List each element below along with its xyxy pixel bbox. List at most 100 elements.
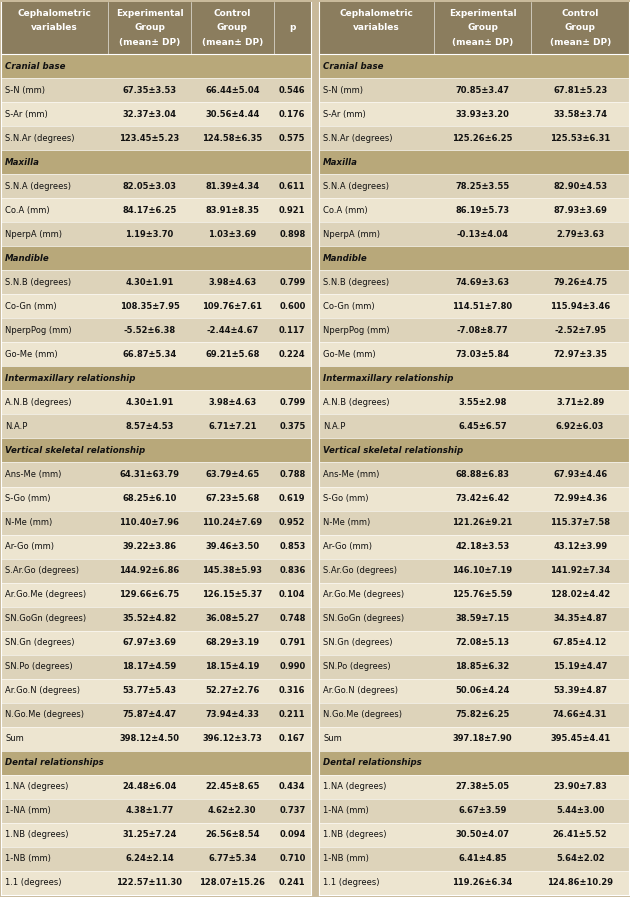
Text: SN.Po (degrees): SN.Po (degrees) [5, 662, 72, 671]
Text: 74.69±3.63: 74.69±3.63 [455, 278, 510, 287]
Text: 1.03±3.69: 1.03±3.69 [208, 230, 256, 239]
Text: S.N.B (degrees): S.N.B (degrees) [323, 278, 389, 287]
Text: 0.952: 0.952 [279, 518, 306, 527]
Text: 1-NA (mm): 1-NA (mm) [5, 806, 51, 815]
Text: 22.45±8.65: 22.45±8.65 [205, 782, 260, 791]
Text: 66.87±5.34: 66.87±5.34 [122, 350, 176, 359]
Text: 124.58±6.35: 124.58±6.35 [202, 134, 263, 143]
Text: 52.27±2.76: 52.27±2.76 [205, 686, 260, 695]
Text: 86.19±5.73: 86.19±5.73 [455, 205, 510, 214]
Text: 72.08±5.13: 72.08±5.13 [455, 638, 510, 648]
Text: (mean± DP): (mean± DP) [202, 38, 263, 47]
Bar [1, 294, 311, 318]
Text: S.N.Ar (degrees): S.N.Ar (degrees) [323, 134, 392, 143]
Text: 35.52±4.82: 35.52±4.82 [122, 614, 176, 623]
Bar [1, 414, 311, 439]
Text: 72.97±3.35: 72.97±3.35 [553, 350, 607, 359]
Bar [1, 559, 311, 583]
Text: 33.58±3.74: 33.58±3.74 [553, 109, 607, 118]
Text: 0.117: 0.117 [279, 326, 306, 335]
Text: 67.93±4.46: 67.93±4.46 [553, 470, 607, 479]
Text: Dental relationships: Dental relationships [323, 758, 421, 767]
Text: 128.02±4.42: 128.02±4.42 [550, 590, 610, 599]
Text: 141.92±7.34: 141.92±7.34 [550, 566, 610, 575]
Text: 67.35±3.53: 67.35±3.53 [122, 85, 176, 94]
Text: Co.A (mm): Co.A (mm) [323, 205, 368, 214]
Text: 73.94±4.33: 73.94±4.33 [205, 710, 260, 719]
Bar [319, 78, 629, 102]
Text: NperpA (mm): NperpA (mm) [323, 230, 380, 239]
Bar [1, 390, 311, 414]
Text: S-Ar (mm): S-Ar (mm) [323, 109, 366, 118]
Text: N.Go.Me (degrees): N.Go.Me (degrees) [323, 710, 402, 719]
Text: 0.853: 0.853 [279, 542, 306, 551]
Bar [319, 631, 629, 655]
Text: Control: Control [561, 9, 599, 18]
Text: 0.791: 0.791 [279, 638, 306, 648]
Text: 125.26±6.25: 125.26±6.25 [452, 134, 513, 143]
Text: 0.375: 0.375 [279, 422, 306, 431]
Text: Dental relationships: Dental relationships [5, 758, 104, 767]
Bar [319, 823, 629, 847]
Text: 73.42±6.42: 73.42±6.42 [455, 494, 510, 503]
Bar [319, 150, 629, 174]
Text: Ar.Go.Me (degrees): Ar.Go.Me (degrees) [5, 590, 86, 599]
Text: SN.Gn (degrees): SN.Gn (degrees) [323, 638, 392, 648]
Text: Cranial base: Cranial base [5, 62, 66, 71]
Text: 0.611: 0.611 [279, 182, 306, 191]
Text: 114.51±7.80: 114.51±7.80 [452, 301, 513, 310]
Text: 53.77±5.43: 53.77±5.43 [122, 686, 176, 695]
Text: S-Ar (mm): S-Ar (mm) [5, 109, 48, 118]
Text: 15.19±4.47: 15.19±4.47 [553, 662, 607, 671]
Bar [319, 294, 629, 318]
Text: 3.71±2.89: 3.71±2.89 [556, 398, 604, 407]
Text: 1.1 (degrees): 1.1 (degrees) [323, 878, 379, 887]
Bar [1, 702, 311, 727]
Text: -0.13±4.04: -0.13±4.04 [457, 230, 508, 239]
Text: 39.46±3.50: 39.46±3.50 [205, 542, 260, 551]
Text: 125.53±6.31: 125.53±6.31 [550, 134, 610, 143]
Text: variables: variables [353, 23, 399, 32]
Bar [319, 679, 629, 702]
Bar [1, 775, 311, 799]
Text: 50.06±4.24: 50.06±4.24 [455, 686, 510, 695]
Text: 0.788: 0.788 [279, 470, 306, 479]
Text: 6.41±4.85: 6.41±4.85 [458, 855, 507, 864]
Bar [319, 222, 629, 247]
Bar [319, 343, 629, 366]
Text: 5.64±2.02: 5.64±2.02 [556, 855, 605, 864]
Text: 125.76±5.59: 125.76±5.59 [452, 590, 513, 599]
Text: variables: variables [32, 23, 78, 32]
Text: 6.67±3.59: 6.67±3.59 [459, 806, 507, 815]
Text: 34.35±4.87: 34.35±4.87 [553, 614, 607, 623]
Text: Ar.Go.Me (degrees): Ar.Go.Me (degrees) [323, 590, 404, 599]
Bar [1, 78, 311, 102]
Text: Mandible: Mandible [323, 254, 368, 263]
Text: Co.A (mm): Co.A (mm) [5, 205, 50, 214]
Text: Experimental: Experimental [449, 9, 517, 18]
Bar [319, 366, 629, 390]
Text: 3.98±4.63: 3.98±4.63 [208, 278, 256, 287]
Text: Mandible: Mandible [5, 254, 50, 263]
Text: 396.12±3.73: 396.12±3.73 [202, 735, 262, 744]
Text: Cranial base: Cranial base [323, 62, 384, 71]
Bar [1, 679, 311, 702]
Text: 1.NB (degrees): 1.NB (degrees) [5, 831, 69, 840]
Text: 53.39±4.87: 53.39±4.87 [553, 686, 607, 695]
Text: 27.38±5.05: 27.38±5.05 [455, 782, 510, 791]
Text: 6.45±6.57: 6.45±6.57 [458, 422, 507, 431]
Text: 395.45±4.41: 395.45±4.41 [550, 735, 610, 744]
Bar [1, 343, 311, 366]
Text: 72.99±4.36: 72.99±4.36 [553, 494, 607, 503]
Bar [319, 583, 629, 606]
Text: 121.26±9.21: 121.26±9.21 [452, 518, 513, 527]
Bar [319, 510, 629, 535]
Text: 0.316: 0.316 [279, 686, 306, 695]
Bar [319, 775, 629, 799]
Bar [319, 54, 629, 78]
Bar [319, 174, 629, 198]
Text: Intermaxillary relationship: Intermaxillary relationship [323, 374, 454, 383]
Text: 397.18±7.90: 397.18±7.90 [453, 735, 512, 744]
Text: 0.434: 0.434 [279, 782, 306, 791]
Text: 32.37±3.04: 32.37±3.04 [122, 109, 176, 118]
